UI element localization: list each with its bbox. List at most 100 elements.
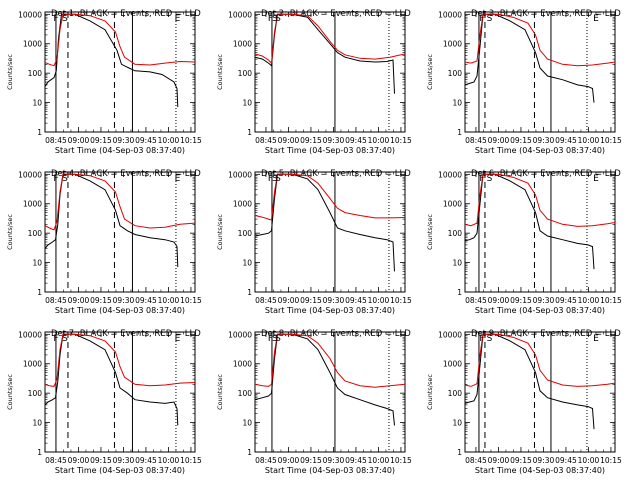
y-tick-label: 100	[448, 229, 463, 238]
series-events-line	[255, 333, 395, 426]
marker-label-S: S	[275, 174, 281, 184]
x-tick-label: 10:00	[368, 136, 390, 145]
panel-det-1: Det 1: BLACK = Events, RED = LLD Counts/s…	[6, 9, 202, 155]
y-tick-label: 1000	[23, 360, 42, 369]
x-tick-label: 10:15	[180, 296, 202, 305]
x-tick-label: 09:30	[323, 136, 345, 145]
series-lld-line	[465, 173, 615, 227]
x-tick-label: 09:30	[323, 456, 345, 465]
panel-det-8: Det 8: BLACK = Events, RED = LLD Counts/s…	[216, 329, 412, 475]
marker-label-F: F	[53, 174, 58, 184]
x-tick-label: 08:45	[465, 456, 487, 465]
y-tick-label: 1	[457, 288, 462, 297]
x-tick-label: 10:00	[578, 296, 600, 305]
x-axis-label: Start Time (04-Sep-03 08:37:40)	[55, 146, 185, 155]
marker-label-F: F	[53, 14, 58, 24]
x-tick-label: 09:00	[68, 296, 90, 305]
marker-label-E: E	[175, 174, 181, 184]
chart-title: Det 4: BLACK = Events, RED = LLD	[51, 169, 201, 179]
x-tick-label: 09:15	[300, 456, 322, 465]
y-tick-label: 10000	[438, 170, 462, 179]
x-tick-label: 09:15	[510, 136, 532, 145]
y-tick-label: 10000	[438, 10, 462, 19]
x-tick-label: 08:45	[45, 456, 67, 465]
y-tick-label: 100	[238, 69, 253, 78]
series-events-line	[465, 13, 595, 103]
series-group	[45, 333, 195, 426]
y-tick-label: 10000	[18, 170, 42, 179]
x-tick-label: 10:00	[158, 456, 180, 465]
series-group	[45, 173, 195, 268]
marker-label-E: E	[175, 334, 181, 344]
series-events-line	[45, 13, 179, 108]
series-lld-line	[255, 13, 405, 65]
x-tick-label: 08:45	[45, 136, 67, 145]
y-tick-label: 10000	[228, 330, 252, 339]
y-tick-label: 1	[247, 128, 252, 137]
series-events-line	[465, 173, 595, 270]
series-lld-line	[465, 13, 615, 67]
chart-title: Det 5: BLACK = Events, RED = LLD	[261, 169, 411, 179]
plot-frame	[464, 331, 616, 453]
x-axis-label: Start Time (04-Sep-03 08:37:40)	[265, 306, 395, 315]
y-tick-label: 10	[242, 419, 252, 428]
y-tick-label: 10	[32, 99, 42, 108]
plot-frame	[44, 11, 196, 133]
chart-title: Det 3: BLACK = Events, RED = LLD	[471, 9, 621, 19]
y-axis-label: Counts/sec	[426, 54, 434, 90]
series-events-line	[255, 13, 395, 94]
x-tick-label: 10:15	[180, 456, 202, 465]
x-tick-label: 09:15	[90, 456, 112, 465]
x-tick-label: 09:45	[555, 136, 577, 145]
y-tick-label: 1	[247, 448, 252, 457]
x-tick-label: 10:15	[180, 136, 202, 145]
series-events-line	[45, 333, 179, 426]
x-tick-label: 09:00	[488, 456, 510, 465]
x-tick-label: 09:45	[345, 456, 367, 465]
x-tick-label: 09:30	[533, 296, 555, 305]
marker-label-S: S	[272, 14, 278, 24]
series-group	[255, 333, 405, 426]
y-tick-label: 10	[32, 419, 42, 428]
marker-label-S: S	[272, 334, 278, 344]
chart-title: Det 9: BLACK = Events, RED = LLD	[471, 329, 621, 339]
x-tick-label: 08:45	[255, 136, 277, 145]
x-tick-label: 09:45	[345, 136, 367, 145]
x-tick-label: 09:15	[510, 456, 532, 465]
x-tick-label: 09:45	[135, 296, 157, 305]
marker-label-S: S	[275, 334, 281, 344]
y-axis-label: Counts/sec	[6, 54, 14, 90]
plot-frame	[254, 171, 406, 293]
marker-label-S: S	[487, 14, 493, 24]
y-tick-label: 10	[452, 419, 462, 428]
series-lld-line	[255, 333, 405, 388]
x-tick-label: 10:00	[368, 456, 390, 465]
plot-frame	[464, 11, 616, 133]
marker-label-F: F	[268, 334, 273, 344]
series-lld-line	[255, 173, 405, 221]
y-tick-label: 1000	[233, 40, 252, 49]
x-tick-label: 08:45	[255, 296, 277, 305]
y-axis-label: Counts/sec	[6, 374, 14, 410]
y-tick-label: 1000	[23, 40, 42, 49]
marker-label-F: F	[479, 174, 484, 184]
x-tick-label: 08:45	[45, 296, 67, 305]
series-lld-line	[465, 333, 615, 387]
series-group	[45, 13, 195, 108]
y-tick-label: 100	[28, 229, 43, 238]
x-axis-label: Start Time (04-Sep-03 08:37:40)	[55, 466, 185, 475]
panel-det-6: Det 6: BLACK = Events, RED = LLD Counts/s…	[426, 169, 622, 315]
y-tick-label: 100	[238, 229, 253, 238]
x-tick-label: 10:00	[578, 136, 600, 145]
x-axis-label: Start Time (04-Sep-03 08:37:40)	[265, 146, 395, 155]
x-tick-label: 10:15	[600, 136, 622, 145]
y-tick-label: 100	[448, 69, 463, 78]
y-tick-label: 1	[457, 128, 462, 137]
y-tick-label: 10000	[18, 330, 42, 339]
x-tick-label: 09:45	[135, 456, 157, 465]
marker-label-F: F	[479, 14, 484, 24]
plot-frame	[44, 171, 196, 293]
y-axis-label: Counts/sec	[426, 374, 434, 410]
panel-det-9: Det 9: BLACK = Events, RED = LLD Counts/s…	[426, 329, 622, 475]
x-tick-label: 09:15	[300, 296, 322, 305]
